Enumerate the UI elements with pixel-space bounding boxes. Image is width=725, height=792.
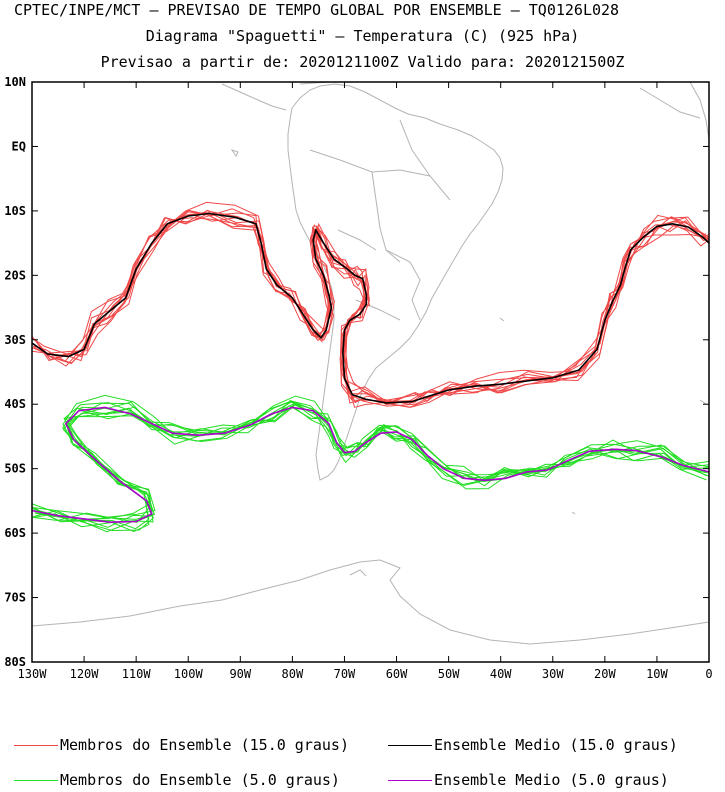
x-tick-label: 40W bbox=[490, 667, 512, 681]
plot-frame bbox=[31, 81, 710, 663]
ensemble-member-line bbox=[32, 400, 707, 523]
ensemble-mean-line bbox=[32, 212, 709, 404]
x-tick-label: 80W bbox=[282, 667, 304, 681]
legend-swatch-mean-5 bbox=[388, 780, 432, 781]
x-tick-label: 0 bbox=[705, 667, 712, 681]
x-tick-label: 70W bbox=[334, 667, 356, 681]
ensemble-member-line bbox=[32, 401, 709, 532]
y-tick-label: 10N bbox=[4, 75, 26, 89]
chart-title-line2: Diagrama "Spaguetti" — Temperatura (C) (… bbox=[145, 27, 580, 45]
ensemble-member-line bbox=[32, 405, 709, 528]
legend-item-mean-15: Ensemble Medio (15.0 graus) bbox=[388, 736, 678, 754]
legend-swatch-members-5 bbox=[14, 780, 58, 781]
y-tick-label: 20S bbox=[4, 268, 26, 282]
y-tick-label: 10S bbox=[4, 204, 26, 218]
legend-item-mean-5: Ensemble Medio (5.0 graus) bbox=[388, 771, 669, 789]
y-tick-label: 30S bbox=[4, 333, 26, 347]
ensemble-member-line bbox=[34, 400, 709, 520]
x-tick-label: 50W bbox=[438, 667, 460, 681]
chart-title-line3: Previsao a partir de: 2020121100Z Valido… bbox=[100, 53, 625, 71]
y-tick-label: 40S bbox=[4, 397, 26, 411]
ensemble-member-line bbox=[32, 403, 707, 530]
y-tick-label: 70S bbox=[4, 591, 26, 605]
y-tick-label: 50S bbox=[4, 462, 26, 476]
y-tick-label: EQ bbox=[12, 139, 26, 153]
legend-item-members-15: Membros do Ensemble (15.0 graus) bbox=[14, 736, 349, 754]
ensemble-member-line bbox=[32, 209, 707, 405]
ensemble-member-line bbox=[34, 403, 709, 528]
axes: 130W 120W 110W 100W 90W 80W 70W 60W 50W 40W 30W 20W… bbox=[4, 75, 712, 681]
x-tick-label: 130W bbox=[18, 667, 48, 681]
legend-label-mean-5: Ensemble Medio (5.0 graus) bbox=[434, 771, 669, 789]
legend-swatch-mean-15 bbox=[388, 745, 432, 746]
x-tick-label: 30W bbox=[542, 667, 564, 681]
y-tick-label: 80S bbox=[4, 655, 26, 669]
ensemble-member-line bbox=[33, 399, 709, 523]
x-tick-label: 10W bbox=[646, 667, 668, 681]
ensemble-member-line bbox=[33, 201, 709, 408]
ensemble-member-line bbox=[32, 208, 707, 406]
ensemble-members bbox=[32, 201, 709, 533]
legend-label-members-5: Membros do Ensemble (5.0 graus) bbox=[60, 771, 340, 789]
legend-item-members-5: Membros do Ensemble (5.0 graus) bbox=[14, 771, 340, 789]
ensemble-member-line bbox=[34, 209, 709, 402]
x-tick-label: 90W bbox=[229, 667, 251, 681]
x-tick-label: 60W bbox=[386, 667, 408, 681]
legend-label-members-15: Membros do Ensemble (15.0 graus) bbox=[60, 736, 349, 754]
ensemble-mean-line bbox=[32, 406, 709, 524]
chart-title-line1: CPTEC/INPE/MCT — PREVISAO DE TEMPO GLOBA… bbox=[14, 1, 620, 19]
y-tick-label: 60S bbox=[4, 526, 26, 540]
ensemble-member-line bbox=[33, 210, 709, 404]
x-tick-label: 120W bbox=[70, 667, 100, 681]
legend-swatch-members-15 bbox=[14, 745, 58, 746]
ensemble-means bbox=[32, 212, 709, 524]
x-tick-label: 110W bbox=[122, 667, 152, 681]
ensemble-member-line bbox=[35, 406, 709, 533]
x-tick-label: 100W bbox=[174, 667, 204, 681]
legend-label-mean-15: Ensemble Medio (15.0 graus) bbox=[434, 736, 678, 754]
ensemble-member-line bbox=[32, 404, 707, 533]
map-coastlines bbox=[32, 82, 709, 645]
x-tick-label: 20W bbox=[594, 667, 616, 681]
